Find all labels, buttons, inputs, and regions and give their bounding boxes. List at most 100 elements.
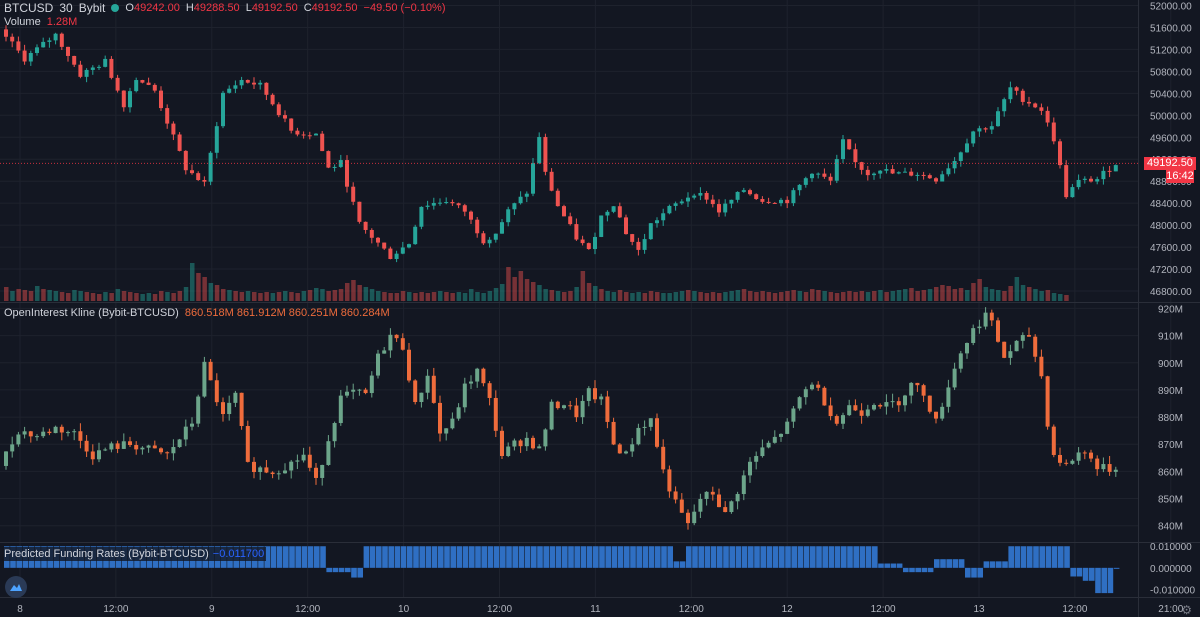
interval-label[interactable]: 30 bbox=[59, 1, 73, 15]
oi-candle bbox=[320, 464, 325, 478]
oi-candle bbox=[655, 418, 659, 447]
volume-bar bbox=[84, 292, 90, 301]
oi-candle bbox=[741, 475, 746, 495]
volume-bar bbox=[958, 288, 964, 301]
oi-candle bbox=[500, 430, 504, 457]
funding-bar bbox=[927, 567, 934, 573]
oi-candle bbox=[531, 437, 535, 449]
volume-bar bbox=[1033, 289, 1038, 301]
funding-bar bbox=[518, 546, 525, 568]
oi-candle bbox=[146, 445, 151, 448]
funding-bar bbox=[661, 546, 667, 568]
oi-candle bbox=[487, 383, 492, 398]
funding-bar bbox=[369, 546, 376, 568]
funding-bar bbox=[717, 546, 723, 568]
price-candle bbox=[965, 143, 969, 153]
time-axis-label: 10 bbox=[398, 604, 410, 615]
oi-candle bbox=[580, 400, 585, 418]
volume-bar bbox=[307, 290, 313, 301]
price-candle bbox=[332, 166, 337, 168]
price-candle bbox=[245, 79, 250, 83]
oi-candle bbox=[859, 410, 864, 416]
funding-bar bbox=[1020, 546, 1027, 568]
funding-bar bbox=[741, 546, 748, 568]
volume-bar bbox=[586, 283, 592, 301]
exchange-logo-icon[interactable] bbox=[5, 576, 27, 598]
volume-bar bbox=[989, 289, 995, 301]
time-axis-label: 11 bbox=[590, 604, 601, 615]
oi-candle bbox=[841, 415, 845, 424]
price-axis-label: 51200.00 bbox=[1150, 45, 1192, 56]
funding-legend[interactable]: Predicted Funding Rates (Bybit-BTCUSD) −… bbox=[2, 547, 267, 561]
oi-candle bbox=[4, 451, 8, 466]
oi-candle bbox=[258, 467, 263, 473]
funding-bar bbox=[562, 546, 568, 568]
volume-bar bbox=[16, 289, 21, 301]
oi-candle bbox=[1058, 454, 1062, 463]
volume-bar bbox=[593, 286, 598, 301]
funding-bar bbox=[1033, 546, 1039, 568]
volume-bar bbox=[766, 292, 772, 301]
symbol-name[interactable]: BTCUSD bbox=[4, 1, 54, 15]
price-candle bbox=[593, 236, 597, 250]
volume-bar bbox=[741, 289, 747, 301]
open-interest-legend[interactable]: OpenInterest Kline (Bybit-BTCUSD) 860.51… bbox=[4, 306, 390, 320]
price-candle bbox=[772, 202, 777, 204]
price-candle bbox=[878, 170, 883, 174]
oi-candle bbox=[810, 384, 814, 390]
oi-candle bbox=[214, 380, 219, 403]
gear-icon[interactable]: ⚙ bbox=[1181, 603, 1192, 617]
funding-bar bbox=[890, 563, 897, 568]
price-candle bbox=[1107, 170, 1112, 172]
volume-bar bbox=[934, 287, 939, 301]
price-axis-label: 50000.00 bbox=[1150, 111, 1192, 122]
volume-bar bbox=[66, 293, 71, 301]
volume-bar bbox=[1008, 286, 1013, 301]
funding-bar bbox=[1039, 546, 1045, 568]
price-candle bbox=[834, 159, 839, 181]
price-candle bbox=[270, 94, 275, 105]
price-candle bbox=[735, 191, 740, 200]
funding-bar bbox=[630, 546, 636, 568]
oi-candle bbox=[41, 431, 46, 437]
oi-candle bbox=[872, 404, 876, 410]
price-candle bbox=[97, 66, 101, 68]
price-candle bbox=[983, 128, 988, 130]
oi-candle bbox=[1095, 458, 1100, 470]
volume-bar bbox=[258, 293, 263, 301]
price-candle bbox=[636, 241, 641, 250]
volume-bar bbox=[456, 292, 462, 301]
time-axis-label: 9 bbox=[209, 604, 215, 615]
oi-candle bbox=[1002, 341, 1007, 358]
price-candle bbox=[748, 190, 752, 195]
funding-bar bbox=[915, 567, 921, 573]
volume-bar bbox=[4, 287, 9, 301]
oi-candle bbox=[617, 444, 622, 454]
price-candle bbox=[214, 126, 219, 153]
price-candle bbox=[16, 41, 21, 51]
price-axis-label: 48000.00 bbox=[1150, 221, 1192, 232]
price-candle bbox=[388, 248, 393, 259]
funding-bar bbox=[692, 546, 698, 568]
volume-bar bbox=[128, 292, 133, 301]
funding-bar bbox=[351, 567, 357, 578]
oi-candle bbox=[72, 431, 77, 433]
volume-legend[interactable]: Volume 1.28M bbox=[4, 15, 77, 29]
price-candle bbox=[252, 82, 256, 85]
price-candle bbox=[407, 244, 411, 248]
funding-bar bbox=[326, 567, 332, 573]
price-candle bbox=[444, 202, 449, 204]
oi-candle bbox=[227, 402, 232, 415]
price-candle bbox=[146, 82, 151, 85]
price-candle bbox=[78, 64, 83, 77]
funding-bar bbox=[822, 546, 828, 568]
oi-axis-label: 860M bbox=[1158, 467, 1183, 478]
price-candle bbox=[549, 171, 554, 191]
funding-bar bbox=[828, 546, 835, 568]
price-candle bbox=[1064, 165, 1069, 198]
funding-bar bbox=[394, 546, 401, 568]
oi-candle bbox=[865, 409, 870, 416]
price-candle bbox=[562, 206, 566, 217]
oi-candle bbox=[834, 416, 839, 424]
